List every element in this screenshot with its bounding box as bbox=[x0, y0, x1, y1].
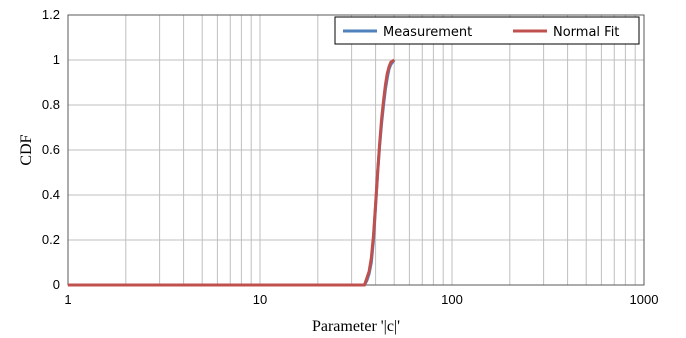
y-tick-label: 0 bbox=[53, 277, 60, 292]
y-tick-label: 1 bbox=[53, 52, 60, 67]
x-axis-title: Parameter '|c|' bbox=[312, 318, 400, 335]
y-tick-label: 0.6 bbox=[42, 142, 60, 157]
y-tick-label: 1.2 bbox=[42, 7, 60, 22]
grid bbox=[67, 14, 644, 286]
series-layer bbox=[68, 58, 396, 287]
y-axis-title: CDF bbox=[18, 134, 35, 165]
x-tick-label: 100 bbox=[441, 292, 463, 307]
x-tick-label: 1 bbox=[64, 292, 71, 307]
legend-box bbox=[334, 16, 640, 45]
series-line bbox=[68, 59, 396, 287]
x-tick-label: 1000 bbox=[630, 292, 659, 307]
x-tick-label: 10 bbox=[253, 292, 267, 307]
series-line bbox=[68, 58, 396, 287]
legend-label: Measurement bbox=[383, 25, 472, 40]
legend-label: Normal Fit bbox=[553, 25, 619, 40]
tick-labels: 0 0.2 0.4 0.6 0.8 1 1.2 1 10 100 1000 bbox=[42, 7, 659, 307]
legend: Measurement Normal Fit bbox=[334, 16, 640, 45]
y-tick-label: 0.2 bbox=[42, 232, 60, 247]
y-tick-label: 0.4 bbox=[42, 187, 60, 202]
y-tick-label: 0.8 bbox=[42, 97, 60, 112]
